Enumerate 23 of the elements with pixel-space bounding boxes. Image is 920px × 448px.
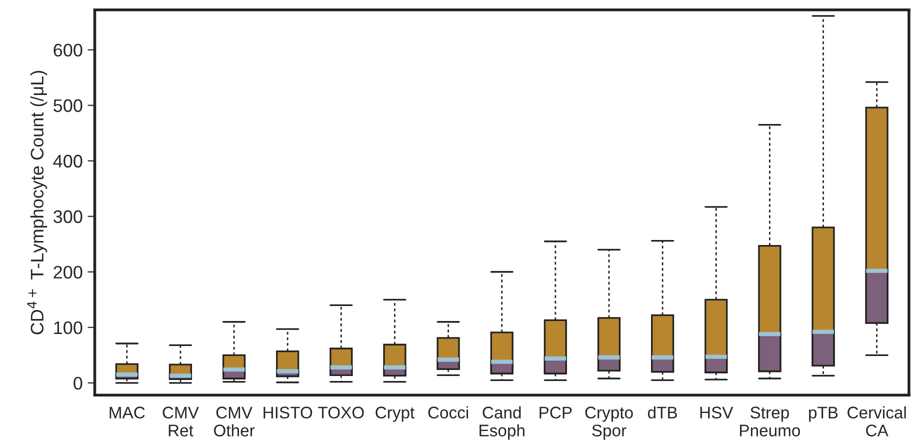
x-tick-label: Strep Pneumo xyxy=(740,406,800,436)
x-tick-label: Cocci xyxy=(428,406,468,418)
y-tick-label: 300 xyxy=(54,210,82,224)
x-tick-label: Cervical CA xyxy=(848,406,906,436)
x-tick-label: HSV xyxy=(700,406,734,418)
x-tick-label: MAC xyxy=(110,406,145,418)
x-tick-label: TOXO xyxy=(318,406,364,418)
y-tick-label: 400 xyxy=(53,154,82,168)
y-tick-label: 600 xyxy=(54,44,82,57)
y-tick-label: 200 xyxy=(54,266,82,279)
x-tick-label: Crypto Spor xyxy=(585,406,633,440)
x-tick-label: dTB xyxy=(648,406,677,418)
x-tick-label: CMV Ret xyxy=(162,406,199,436)
y-tick-label: 100 xyxy=(54,321,82,334)
x-tick-label: CMV Other xyxy=(214,406,255,436)
x-tick-label: Crypt xyxy=(376,406,415,422)
y-tick-label: 0 xyxy=(74,376,82,390)
x-tick-label: HISTO xyxy=(264,406,312,418)
x-tick-label: pTB xyxy=(809,406,838,422)
y-axis-title: CD$^{4+}$ T-Lymphocyte Count (/μL) xyxy=(27,70,48,334)
y-tick-label: 500 xyxy=(54,99,82,112)
x-tick-label: Cand Esoph xyxy=(480,406,524,440)
x-tick-label: PCP xyxy=(540,406,572,418)
